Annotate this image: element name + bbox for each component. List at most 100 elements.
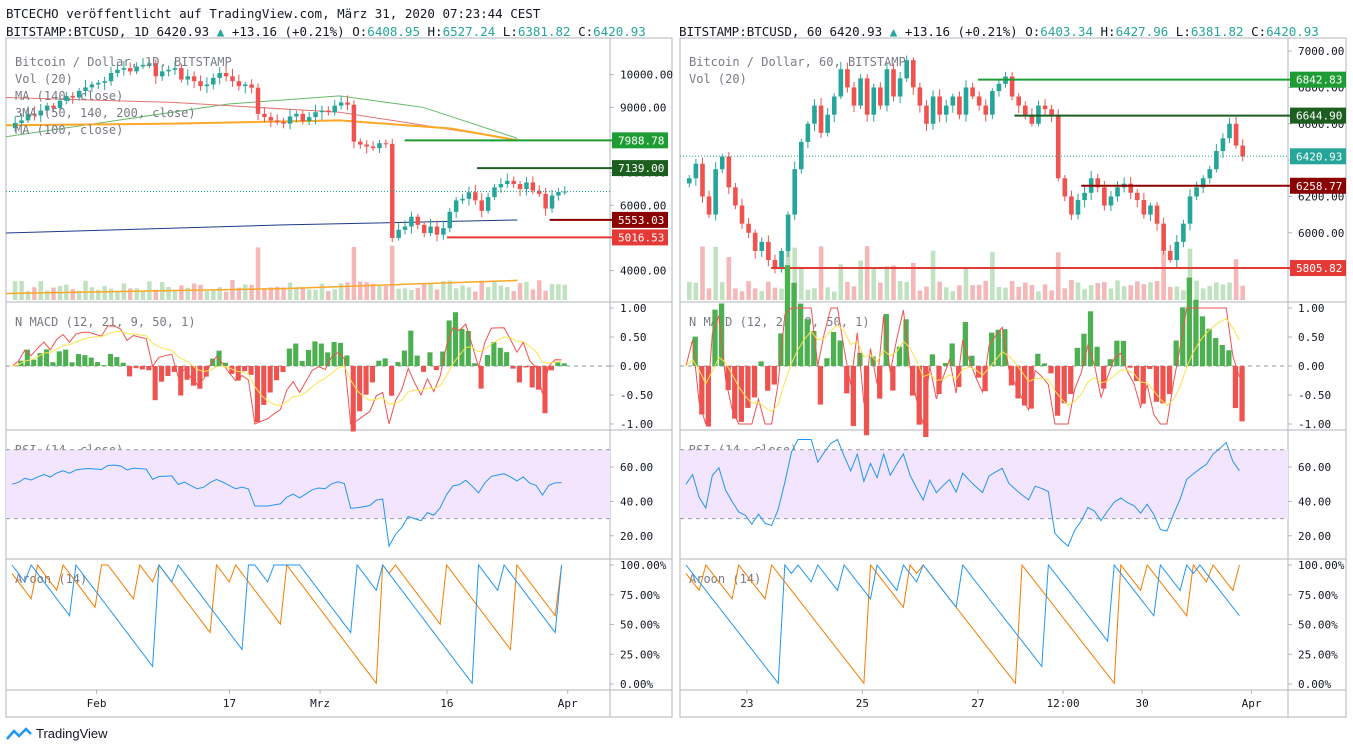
candle-body — [108, 73, 114, 82]
volume-bar — [421, 284, 427, 300]
candle-body — [498, 184, 504, 188]
candle-body — [453, 200, 459, 212]
volume-bar — [255, 247, 261, 300]
macd-histogram-bar — [969, 355, 975, 366]
rsi-band — [680, 449, 1288, 519]
candle-body — [818, 105, 824, 133]
volume-bar — [686, 281, 692, 300]
volume-bar — [1187, 248, 1193, 300]
candle-body — [1022, 105, 1028, 115]
volume-bar — [1167, 286, 1173, 300]
macd-histogram-bar — [344, 355, 350, 366]
volume-bar — [798, 267, 804, 300]
volume-bar — [1088, 285, 1094, 300]
candle-body — [1207, 169, 1213, 179]
x-tick-label: 30 — [1135, 697, 1148, 710]
left-change: +13.16 (+0.21%) — [231, 24, 345, 39]
volume-bar — [390, 245, 395, 300]
candle-body — [421, 224, 427, 234]
volume-bar — [274, 286, 280, 300]
macd-histogram-bar — [949, 343, 955, 366]
candle-body — [1240, 145, 1246, 157]
candle-body — [983, 105, 989, 115]
candle-body — [871, 87, 877, 115]
candle-body — [460, 198, 465, 201]
candle-body — [338, 102, 344, 106]
indicator-title: Aroon (14) — [689, 572, 761, 586]
candle-body — [306, 117, 312, 122]
macd-histogram-bar — [395, 362, 401, 366]
volume-bar — [172, 289, 178, 300]
candle-body — [1187, 196, 1193, 224]
y-tick-label: 100.00% — [620, 559, 667, 572]
candle-body — [249, 84, 254, 88]
volume-bar — [377, 284, 382, 300]
candle-body — [864, 78, 870, 115]
candle-body — [38, 110, 43, 116]
candle-body — [1009, 76, 1015, 97]
last-price-label: 6420.93 — [1296, 150, 1342, 163]
macd-histogram-bar — [504, 352, 510, 366]
volume-bar — [1121, 286, 1127, 300]
candle-body — [924, 105, 929, 124]
volume-bar — [818, 246, 824, 300]
macd-histogram-bar — [190, 366, 197, 386]
volume-bar — [338, 283, 344, 300]
footer-brand: TradingView — [36, 726, 108, 741]
macd-histogram-bar — [1101, 366, 1107, 389]
macd-histogram-bar — [516, 366, 522, 383]
candle-body — [332, 105, 337, 113]
macd-histogram-bar — [699, 366, 705, 415]
candle-body — [313, 112, 318, 118]
macd-histogram-bar — [95, 362, 101, 366]
macd-histogram-bar — [765, 366, 771, 391]
volume-bar — [1134, 281, 1140, 300]
candle-body — [32, 113, 37, 116]
macd-histogram-bar — [421, 366, 427, 372]
candle-body — [1200, 178, 1206, 188]
legend-entry: Vol (20) — [15, 72, 73, 86]
candle-body — [950, 96, 956, 106]
chart-canvas[interactable]: 10000.009000.008000.007000.006000.005000… — [0, 0, 1353, 720]
ma-line-blue — [5, 219, 518, 234]
y-tick-label: 4000.00 — [620, 265, 666, 278]
candle-body — [255, 87, 261, 114]
volume-bar — [772, 287, 778, 300]
macd-line — [11, 323, 562, 425]
macd-histogram-bar — [1127, 366, 1133, 368]
volume-bar — [211, 289, 216, 300]
candle-body — [115, 69, 120, 74]
right-quote: BITSTAMP:BTCUSD, 60 6420.93 ▲ +13.16 (+0… — [679, 24, 1319, 39]
macd-histogram-bar — [363, 366, 369, 395]
macd-histogram-bar — [69, 362, 75, 366]
macd-histogram-bar — [863, 366, 870, 436]
macd-histogram-bar — [331, 341, 337, 366]
y-tick-label: 60.00 — [620, 461, 653, 474]
candle-body — [96, 82, 101, 85]
volume-bar — [51, 287, 56, 300]
macd-histogram-bar — [427, 352, 433, 366]
candle-body — [1069, 196, 1074, 215]
macd-histogram-bar — [811, 330, 817, 366]
volume-bar — [217, 287, 222, 300]
level-label: 5016.53 — [618, 231, 664, 244]
macd-histogram-bar — [850, 366, 856, 427]
candle-body — [686, 178, 692, 184]
signal-line — [685, 317, 1240, 413]
candle-body — [383, 143, 389, 145]
macd-histogram-bar — [791, 282, 797, 366]
volume-bar — [924, 286, 929, 300]
macd-histogram-bar — [101, 365, 107, 366]
macd-histogram-bar — [1114, 340, 1120, 366]
ma-line-orange-low — [5, 279, 518, 295]
macd-histogram-bar — [1219, 345, 1225, 366]
y-tick-label: -1.00 — [620, 418, 653, 431]
macd-histogram-bar — [216, 350, 222, 366]
candle-body — [990, 91, 995, 115]
volume-bar — [897, 281, 903, 300]
volume-bar — [306, 289, 312, 300]
volume-bar — [543, 290, 548, 300]
volume-bar — [950, 291, 956, 300]
volume-bar — [332, 289, 337, 300]
macd-histogram-bar — [280, 366, 286, 372]
